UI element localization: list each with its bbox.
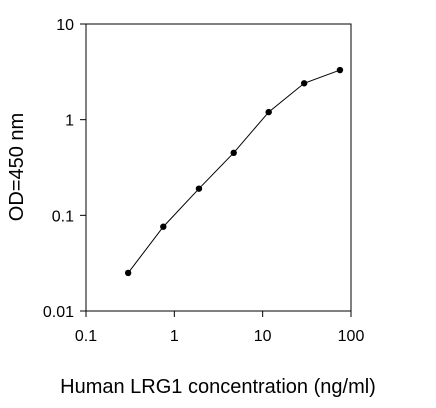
x-tick-label: 1 xyxy=(170,328,179,345)
x-axis-title: Human LRG1 concentration (ng/ml) xyxy=(60,376,376,398)
plot-frame xyxy=(85,23,352,312)
data-point xyxy=(124,269,132,277)
y-tick-label: 1 xyxy=(65,113,74,130)
y-tick-label: 10 xyxy=(56,17,74,34)
x-tick-label: 0.1 xyxy=(75,328,97,345)
data-point xyxy=(230,149,237,157)
data-point xyxy=(265,108,272,116)
data-point xyxy=(336,66,344,74)
x-axis-ticks: 0.1 1 10 100 xyxy=(75,311,365,345)
series-line xyxy=(127,69,341,274)
data-point xyxy=(160,223,167,230)
data-series xyxy=(124,66,344,277)
y-axis-title: OD=450 nm xyxy=(6,113,28,221)
y-axis-ticks: 0.01 0.1 1 10 xyxy=(43,17,86,321)
data-point xyxy=(300,80,308,87)
x-tick-label: 10 xyxy=(254,328,272,345)
y-tick-label: 0.01 xyxy=(43,304,74,321)
y-tick-label: 0.1 xyxy=(52,208,74,225)
x-tick-label: 100 xyxy=(338,328,365,345)
data-point xyxy=(195,185,203,192)
